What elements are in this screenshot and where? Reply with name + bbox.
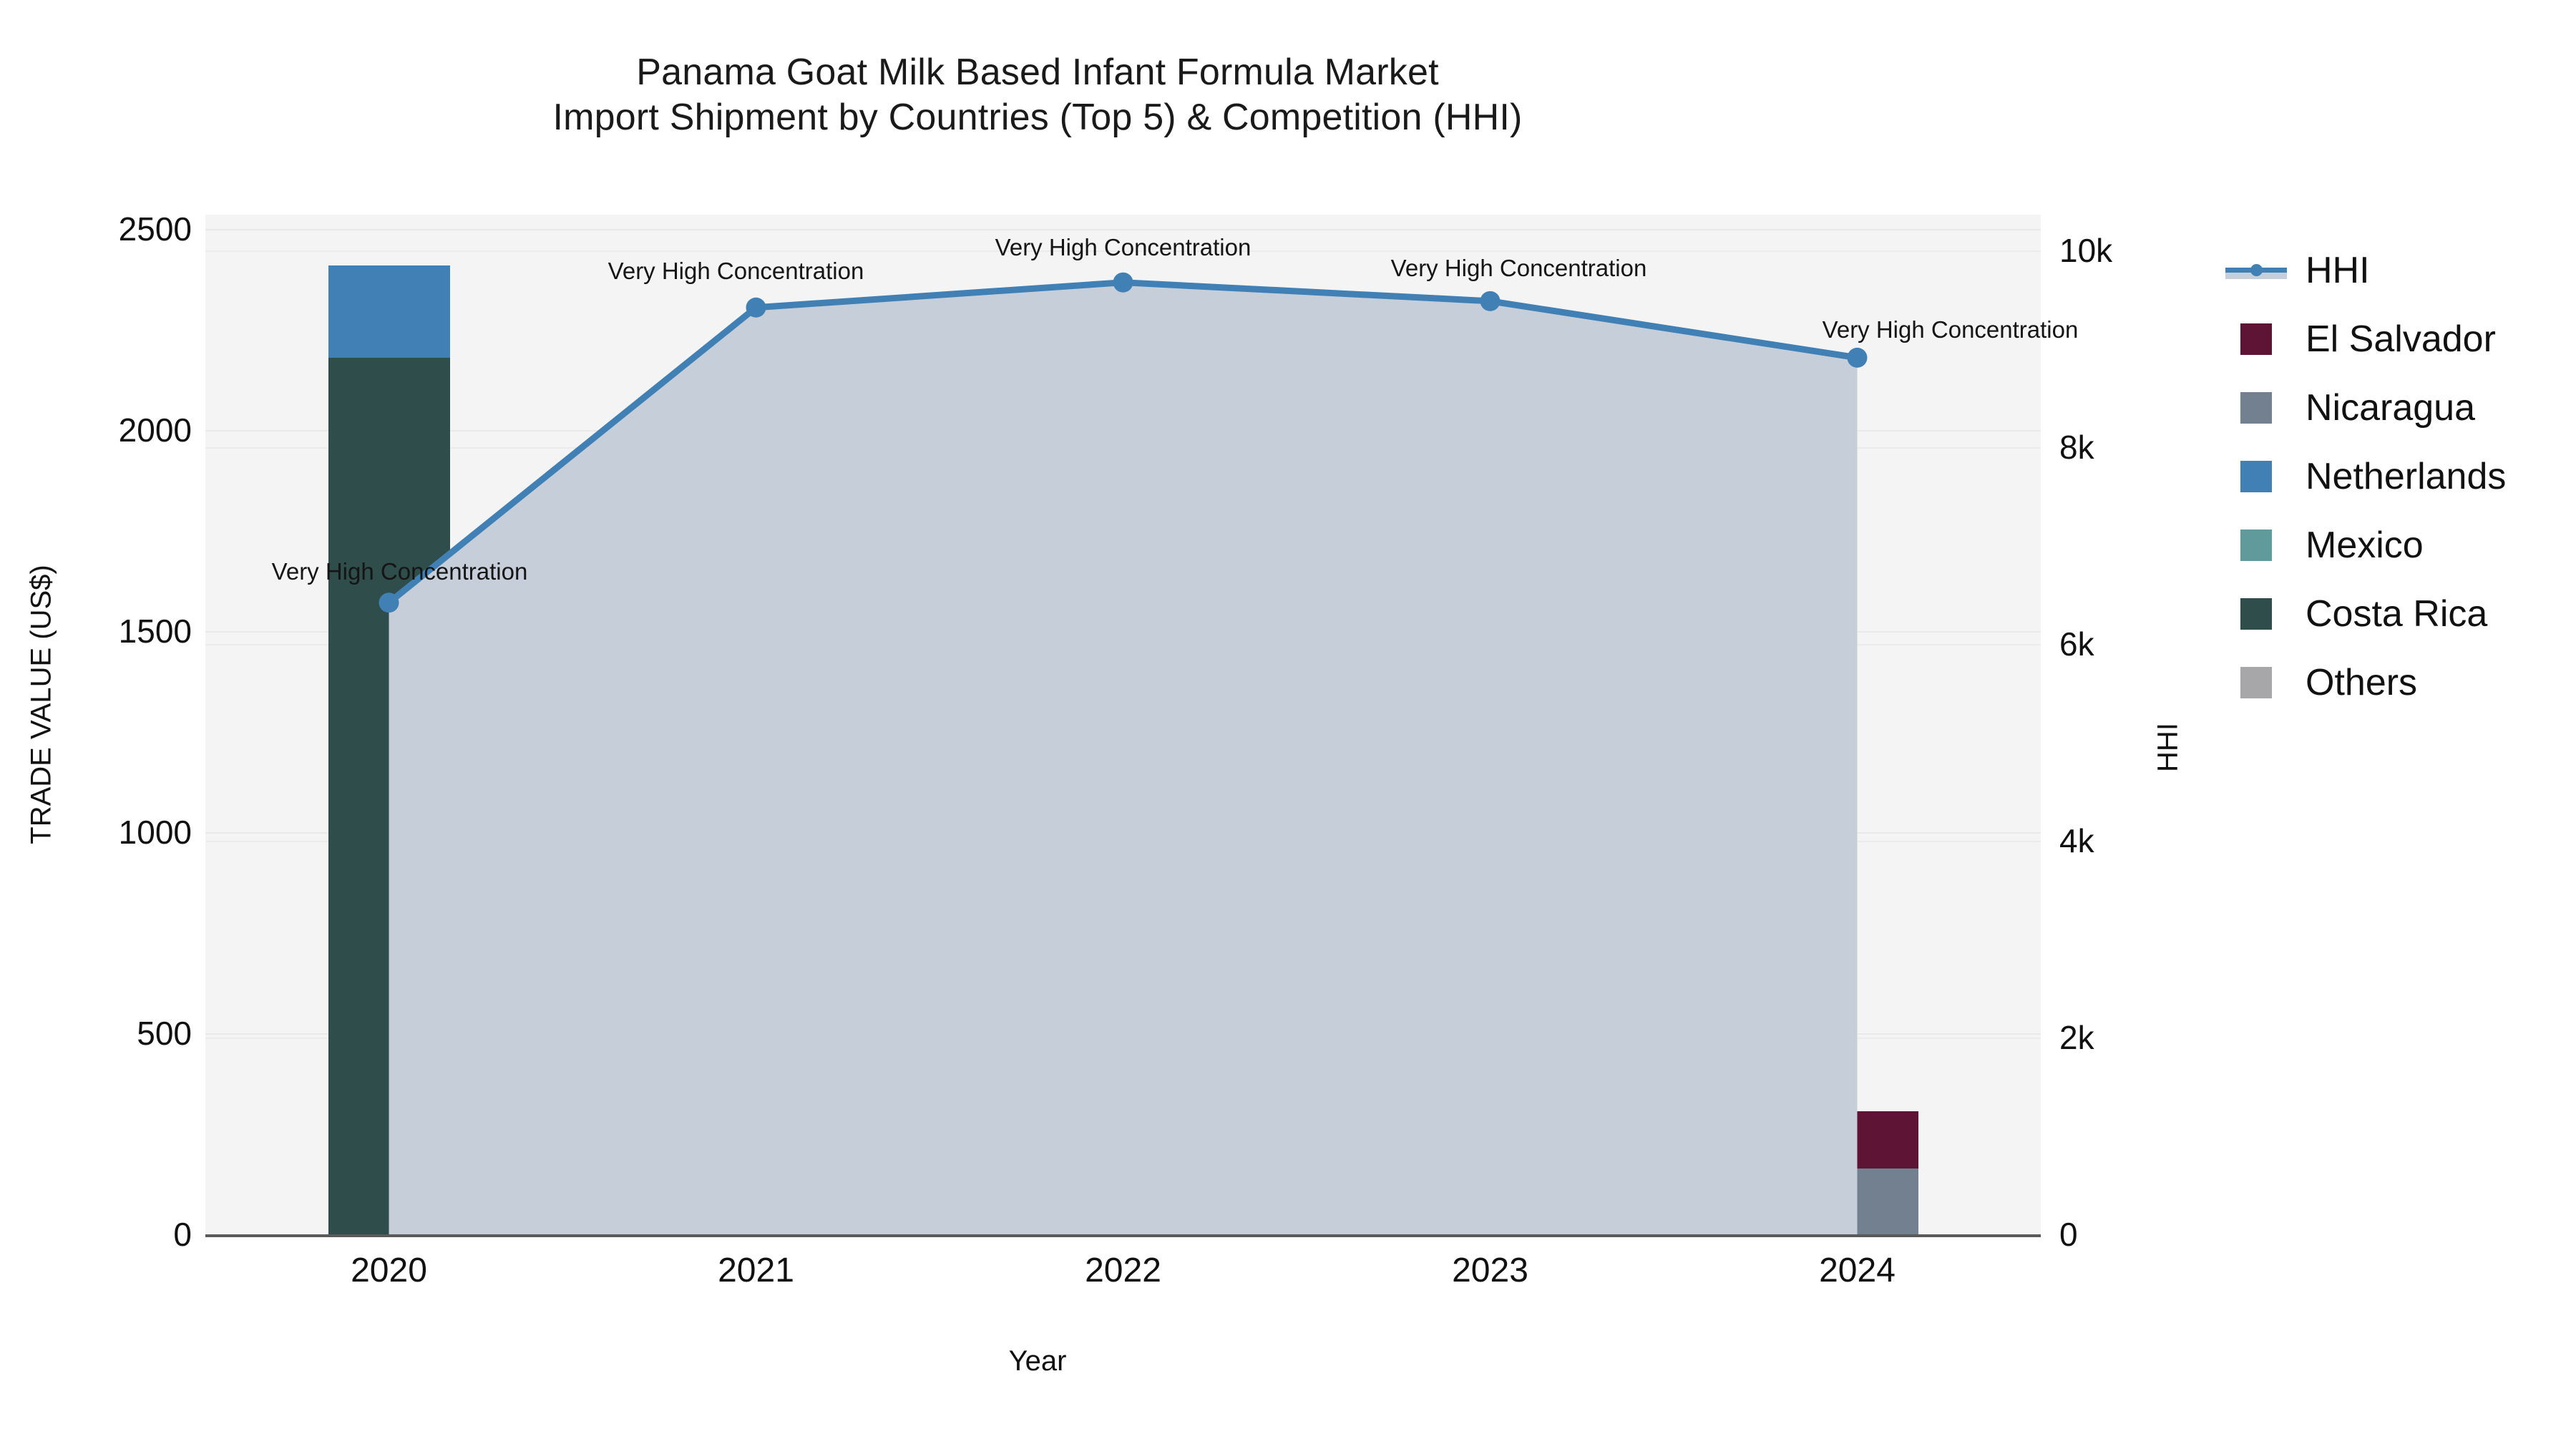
concentration-annotation: Very High Concentration (1822, 316, 2079, 343)
y-tick-label-left: 2500 (118, 210, 192, 248)
color-swatch (2240, 323, 2272, 355)
y-axis-left-label: TRADE VALUE (US$) (25, 565, 57, 844)
legend-swatch-icon (2225, 461, 2287, 492)
color-swatch (2240, 392, 2272, 424)
color-swatch (2240, 598, 2272, 630)
legend-item-label: Others (2306, 662, 2418, 703)
hhi-data-point[interactable] (1480, 291, 1501, 311)
legend-item-label: Nicaragua (2306, 387, 2476, 429)
y-tick-label-left: 1000 (118, 814, 192, 851)
legend-item-label: Mexico (2306, 525, 2424, 566)
legend-swatch-icon (2225, 392, 2287, 424)
color-swatch (2240, 667, 2272, 698)
x-axis-label: Year (1008, 1345, 1067, 1377)
legend-item-label: Costa Rica (2306, 593, 2488, 635)
x-tick-label[interactable]: 2021 (718, 1252, 794, 1289)
x-tick-label[interactable]: 2022 (1085, 1252, 1161, 1289)
hhi-data-point[interactable] (1847, 347, 1868, 368)
legend-item-el-salvador[interactable]: El Salvador (2225, 305, 2562, 374)
legend-item-costa-rica[interactable]: Costa Rica (2225, 580, 2562, 648)
concentration-annotation: Very High Concentration (995, 233, 1252, 260)
x-tick-label[interactable]: 2020 (351, 1252, 427, 1289)
hhi-area-fill (389, 282, 1858, 1234)
chart-title: Panama Goat Milk Based Infant Formula Ma… (636, 52, 1439, 93)
hhi-data-points (379, 272, 1868, 613)
plot-area (205, 215, 2041, 1236)
x-tick-label[interactable]: 2023 (1452, 1252, 1528, 1289)
legend-item-label: El Salvador (2306, 318, 2496, 360)
y-axis-right-label: HHI (2152, 723, 2184, 772)
y-tick-label-left: 1500 (118, 613, 192, 650)
y-tick-label-right: 10k (2059, 232, 2113, 269)
legend-item-netherlands[interactable]: Netherlands (2225, 442, 2562, 511)
hhi-data-point[interactable] (1113, 272, 1133, 293)
legend-item-hhi[interactable]: HHI (2225, 236, 2562, 305)
x-tick-label[interactable]: 2024 (1819, 1252, 1896, 1289)
hhi-line-legend-icon (2225, 260, 2287, 281)
chart-subtitle: Import Shipment by Countries (Top 5) & C… (552, 97, 1523, 139)
legend-swatch-icon (2225, 323, 2287, 355)
legend-item-nicaragua[interactable]: Nicaragua (2225, 374, 2562, 442)
legend-item-label: Netherlands (2306, 456, 2507, 497)
hhi-line-layer (379, 272, 1868, 1234)
legend-item-label: HHI (2306, 250, 2370, 291)
y-tick-label-right: 8k (2059, 429, 2094, 466)
concentration-annotation: Very High Concentration (1390, 254, 1647, 281)
y-axis-right-ticks: 0 2k 4k 6k 8k 10k (2059, 0, 2217, 1449)
legend-swatch-icon (2225, 667, 2287, 698)
legend: HHI El Salvador Nicaragua Netherlands Mexico… (2225, 236, 2562, 717)
concentration-annotation: Very High Concentration (271, 558, 528, 585)
y-axis-left-ticks: 0 500 1000 1500 2000 2500 (0, 0, 192, 1449)
y-tick-label-right: 4k (2059, 822, 2094, 859)
gridline-right (205, 250, 2041, 252)
concentration-annotation: Very High Concentration (608, 257, 864, 284)
color-swatch (2240, 530, 2272, 561)
legend-swatch-icon (2225, 530, 2287, 561)
y-tick-label-right: 6k (2059, 625, 2094, 663)
chart-title-block: Panama Goat Milk Based Infant Formula Ma… (0, 50, 2075, 141)
y-tick-label-left: 2000 (118, 411, 192, 449)
y-tick-label-left: 500 (137, 1015, 192, 1052)
hhi-data-point[interactable] (379, 592, 399, 613)
color-swatch (2240, 461, 2272, 492)
legend-item-mexico[interactable]: Mexico (2225, 511, 2562, 580)
hhi-data-point[interactable] (746, 297, 766, 318)
y-tick-label-right: 0 (2059, 1216, 2078, 1253)
legend-swatch-icon (2225, 598, 2287, 630)
bar-segment[interactable] (328, 265, 450, 358)
x-axis-line (205, 1234, 2041, 1237)
y-tick-label-right: 2k (2059, 1019, 2094, 1056)
legend-item-others[interactable]: Others (2225, 648, 2562, 717)
gridline-left (205, 229, 2041, 230)
y-tick-label-left: 0 (173, 1216, 192, 1253)
